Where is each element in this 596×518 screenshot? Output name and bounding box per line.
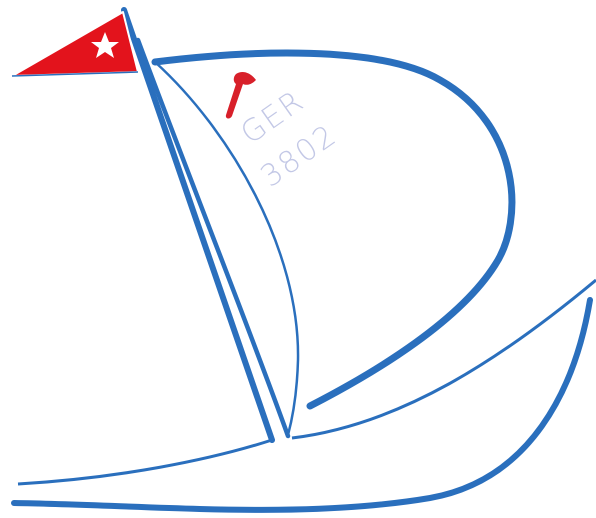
flag	[11, 11, 139, 77]
hull-bottom	[11, 297, 593, 513]
axe-icon	[225, 72, 256, 119]
mast	[121, 7, 275, 443]
flag-star	[91, 32, 119, 58]
sail-edge	[154, 61, 300, 436]
hull-upper-left	[17, 438, 273, 486]
hull-upper-right	[291, 278, 596, 440]
mainsail-outline	[151, 49, 516, 410]
mast-inner	[135, 37, 291, 439]
flag-border	[11, 71, 139, 77]
